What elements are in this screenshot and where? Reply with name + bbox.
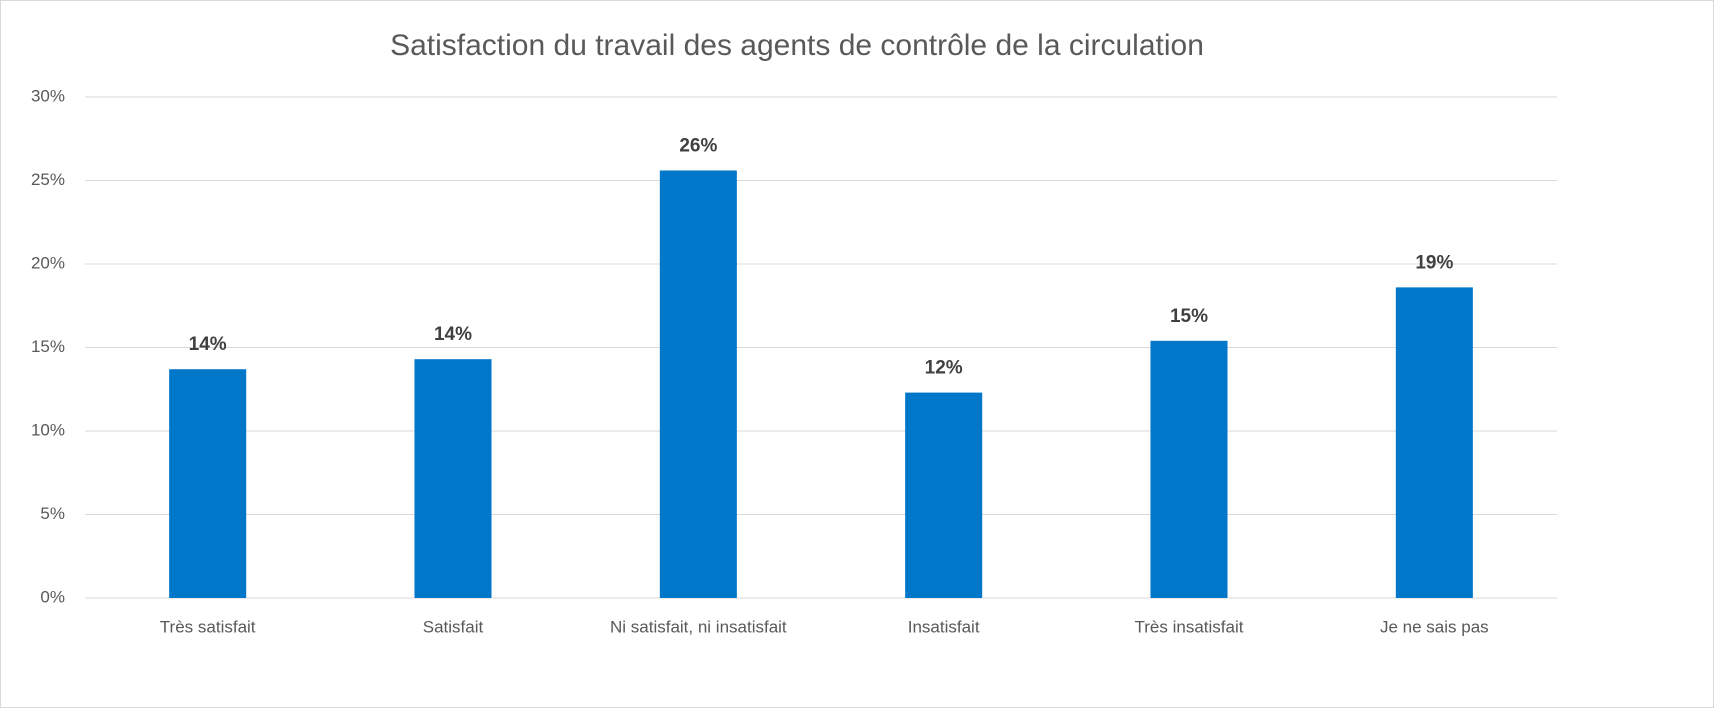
value-label: 15% <box>1170 306 1208 327</box>
y-tick-label: 30% <box>31 86 65 105</box>
bar <box>659 170 737 599</box>
bar <box>1395 287 1473 598</box>
x-tick-label: Satisfait <box>423 617 484 636</box>
y-tick-label: 5% <box>40 504 65 523</box>
y-tick-label: 25% <box>31 170 65 189</box>
y-tick-label: 0% <box>40 587 65 606</box>
bar <box>905 392 983 598</box>
x-tick-label: Insatisfait <box>908 617 980 636</box>
x-tick-label: Très insatisfait <box>1135 617 1244 636</box>
bar <box>414 359 492 598</box>
x-tick-label: Ni satisfait, ni insatisfait <box>610 617 787 636</box>
value-label: 19% <box>1415 252 1453 273</box>
x-tick-label: Très satisfait <box>160 617 256 636</box>
value-label: 12% <box>925 358 963 379</box>
y-tick-label: 10% <box>31 420 65 439</box>
value-label: 14% <box>434 324 472 345</box>
value-label: 26% <box>679 135 717 156</box>
value-label: 14% <box>189 334 227 355</box>
y-tick-label: 15% <box>31 337 65 356</box>
x-tick-label: Je ne sais pas <box>1380 617 1489 636</box>
y-tick-label: 20% <box>31 253 65 272</box>
bar <box>169 369 247 598</box>
chart-title: Satisfaction du travail des agents de co… <box>390 29 1204 62</box>
bar <box>1150 340 1228 598</box>
